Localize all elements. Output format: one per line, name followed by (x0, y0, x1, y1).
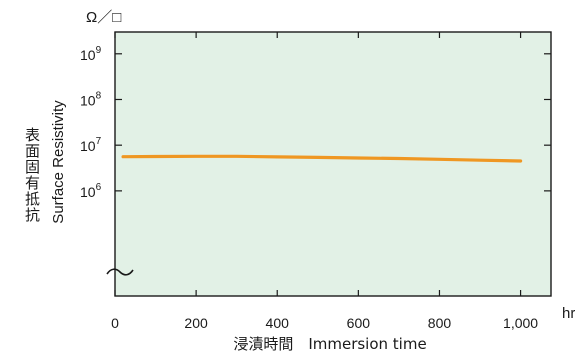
axis-break-icon (106, 268, 134, 276)
y-tick-label: 107 (80, 136, 102, 154)
series-line (121, 154, 523, 163)
y-axis-title-en: Surface Resistivity (50, 100, 67, 224)
y-tick-label: 109 (80, 45, 102, 63)
y-tick-label: 106 (80, 182, 102, 200)
y-axis-title-jp: 表面固有抵抗 (23, 127, 41, 223)
tick-labels: 0 200 400 600 800 1,000 106 107 108 109 (80, 45, 538, 331)
x-tick-label: 1,000 (503, 315, 538, 331)
x-tick-label: 800 (428, 315, 452, 331)
y-tick-label: 108 (80, 90, 102, 108)
x-unit-label: hr (562, 305, 575, 322)
x-tick-label: 200 (184, 315, 208, 331)
series-group (121, 154, 523, 163)
axis-ticks (114, 32, 551, 296)
x-tick-label: 0 (111, 315, 119, 331)
x-tick-label: 600 (347, 315, 371, 331)
x-tick-label: 400 (266, 315, 290, 331)
plot-area (114, 31, 552, 297)
x-axis-title: 浸漬時間 Immersion time (233, 335, 426, 353)
y-unit-label: Ω／□ (86, 9, 121, 26)
